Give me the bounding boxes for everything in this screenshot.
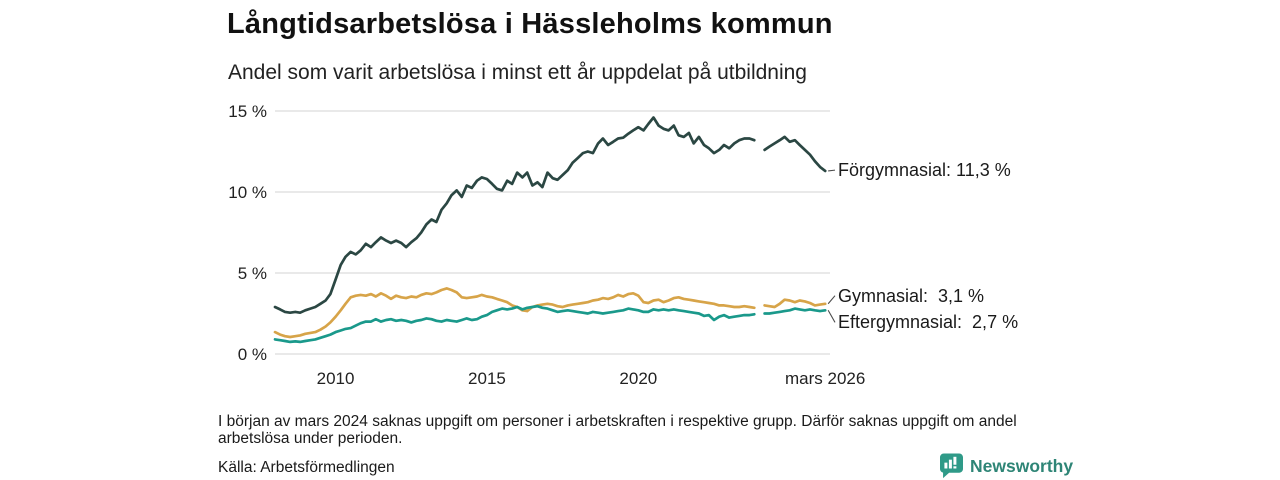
x-tick-label: 2015 — [468, 369, 506, 388]
series-line-gymnasial — [763, 298, 827, 309]
newsworthy-logo: Newsworthy — [940, 453, 1073, 479]
chart-subtitle: Andel som varit arbetslösa i minst ett å… — [228, 61, 807, 84]
x-tick-label: 2010 — [317, 369, 355, 388]
series-line-forgymnasial — [273, 116, 756, 315]
leader-line-forgymnasial — [828, 169, 836, 172]
newsworthy-barchart-bubble-icon — [940, 453, 963, 479]
x-tick-label: 2020 — [619, 369, 657, 388]
line-chart: 0 % 5 % 10 % 15 % 2010 2015 2020 mars 2026 — [228, 102, 865, 388]
series-line-gymnasial — [273, 287, 756, 339]
series-label-gymnasial: Gymnasial: 3,1 % — [838, 285, 985, 306]
y-tick-label: 0 % — [238, 345, 267, 364]
x-tick-label: mars 2026 — [785, 369, 865, 388]
newsworthy-wordmark: Newsworthy — [970, 455, 1074, 476]
chart-source: Källa: Arbetsförmedlingen — [218, 459, 395, 476]
series-label-forgymnasial: Förgymnasial: 11,3 % — [838, 160, 1011, 181]
series-line-forgymnasial — [763, 135, 827, 173]
series-line-eftergymnasial — [763, 307, 827, 315]
series-line-eftergymnasial — [273, 304, 756, 344]
chart-footnote: I början av mars 2024 saknas uppgift om … — [218, 413, 1017, 447]
leader-line-eftergymnasial — [827, 309, 836, 323]
y-tick-label: 5 % — [238, 264, 267, 283]
chart-title: Långtidsarbetslösa i Hässleholms kommun — [227, 8, 833, 40]
leader-line-gymnasial — [827, 295, 836, 305]
series-label-eftergymnasial: Eftergymnasial: 2,7 % — [838, 312, 1019, 333]
y-tick-label: 15 % — [228, 102, 267, 121]
y-tick-label: 10 % — [228, 183, 267, 202]
